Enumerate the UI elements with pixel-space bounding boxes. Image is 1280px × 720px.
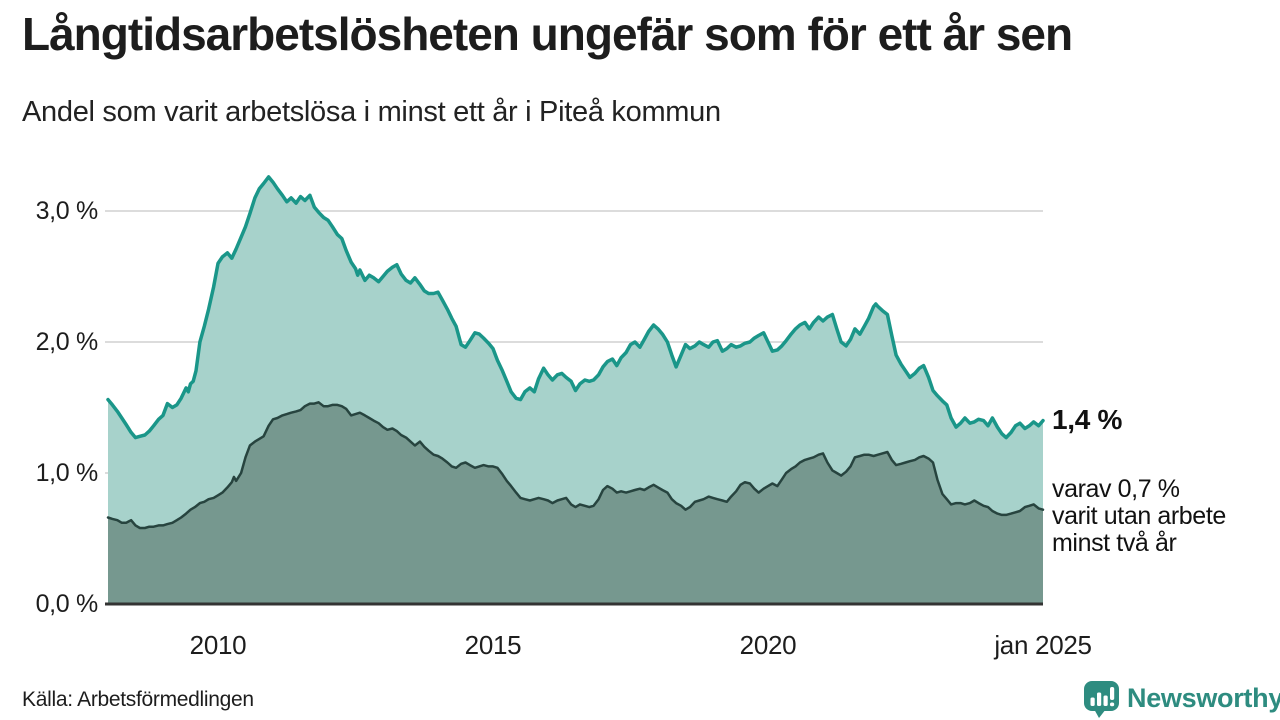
latest-value-label: 1,4 % — [1052, 404, 1123, 435]
newsworthy-bubble-chart-icon — [1084, 681, 1119, 718]
area-unemployed-two-years — [108, 402, 1043, 604]
newsworthy-wordmark: Newsworthy — [1127, 683, 1280, 713]
source-label: Källa: Arbetsförmedlingen — [22, 688, 254, 711]
line-unemployed-two-years — [106, 401, 1045, 530]
line-unemployed-one-year — [106, 175, 1045, 440]
two-year-share-note: varav 0,7 % varit utan arbete minst två … — [1052, 475, 1226, 557]
chart-subtitle: Andel som varit arbetslösa i minst ett å… — [22, 96, 721, 128]
page-title: Långtidsarbetslösheten ungefär som för e… — [22, 8, 1073, 60]
newsworthy-logo: Newsworthy — [1081, 678, 1280, 719]
